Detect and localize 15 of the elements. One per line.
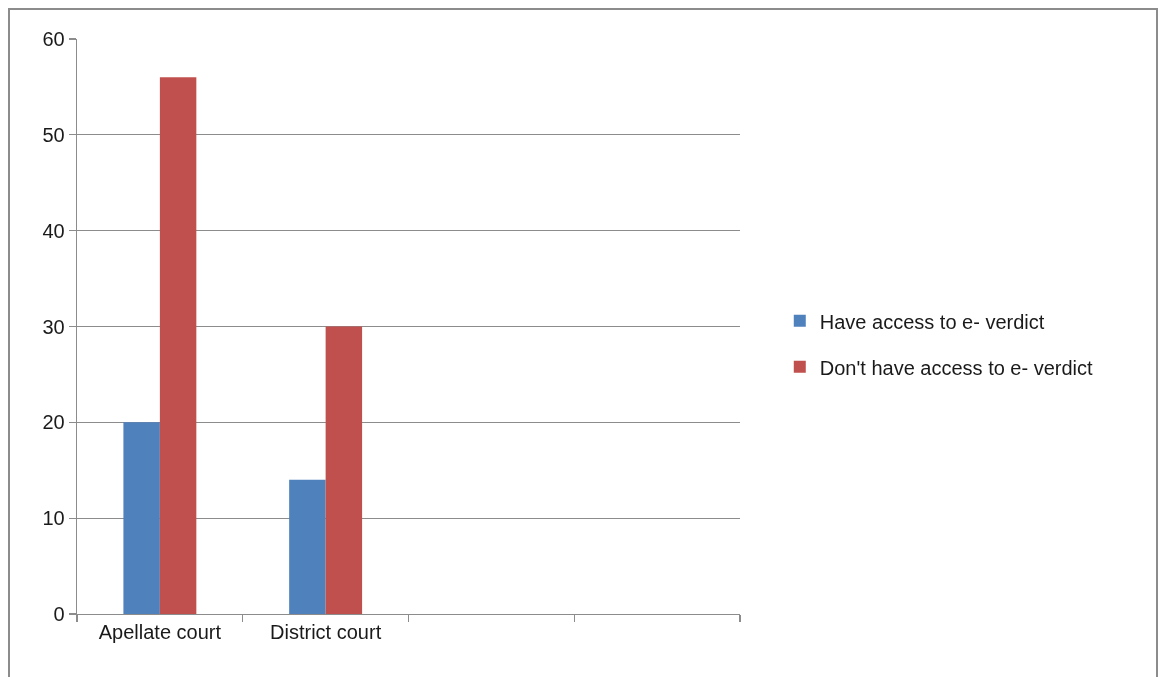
legend-label: Have access to e- verdict <box>819 310 1045 333</box>
y-tick-label: 20 <box>42 411 65 434</box>
bar <box>325 326 363 614</box>
bar <box>123 422 160 614</box>
y-tick-label: 40 <box>42 219 65 242</box>
bar <box>289 479 326 614</box>
y-tick-label: 0 <box>53 603 65 625</box>
y-tick-label: 50 <box>42 123 65 146</box>
y-tick-label: 60 <box>42 28 65 50</box>
legend-label: Don't have access to e- verdict <box>819 356 1094 379</box>
y-tick-label: 30 <box>42 315 65 338</box>
y-tick-label: 10 <box>42 507 65 530</box>
bar <box>159 77 197 614</box>
x-tick-label: District court <box>270 621 382 644</box>
x-tick-label: Apellate court <box>98 621 222 644</box>
